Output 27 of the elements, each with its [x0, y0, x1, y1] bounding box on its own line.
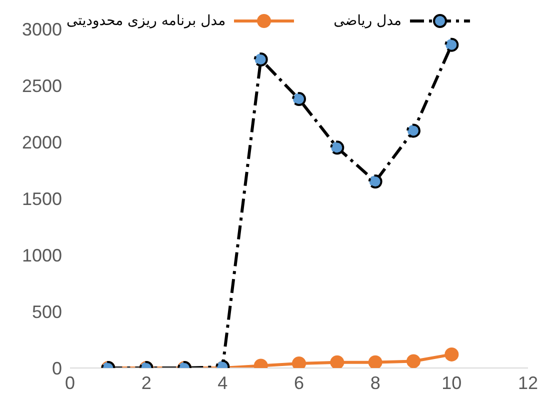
- legend-label: مدل برنامه ریزی محدودیتی: [66, 13, 226, 29]
- point: [406, 124, 420, 138]
- x-tick-label: 6: [294, 372, 304, 393]
- point: [406, 354, 420, 368]
- y-tick-label: 500: [32, 302, 62, 322]
- point: [292, 92, 306, 106]
- point: [368, 174, 382, 189]
- x-tick-label: 4: [218, 372, 228, 393]
- point: [368, 355, 382, 368]
- x-tick-label: 12: [518, 372, 538, 393]
- y-tick-label: 2000: [22, 132, 62, 152]
- point: [330, 355, 344, 368]
- point: [444, 347, 459, 362]
- x-tick-label: 0: [64, 372, 76, 393]
- y-tick-label: 1000: [22, 245, 62, 266]
- legend-label: مدل ریاضی: [334, 13, 402, 29]
- point: [254, 52, 268, 67]
- y-tick-label: 3000: [22, 19, 62, 40]
- x-tick-label: 8: [370, 372, 380, 393]
- y-tick-label: 1500: [22, 188, 62, 209]
- point: [330, 140, 344, 155]
- point: [292, 356, 306, 368]
- point: [444, 38, 459, 52]
- x-tick-label: 2: [141, 372, 152, 393]
- y-tick-label: 0: [52, 358, 62, 378]
- x-tick-label: 10: [442, 372, 462, 393]
- y-tick-label: 2500: [22, 76, 62, 96]
